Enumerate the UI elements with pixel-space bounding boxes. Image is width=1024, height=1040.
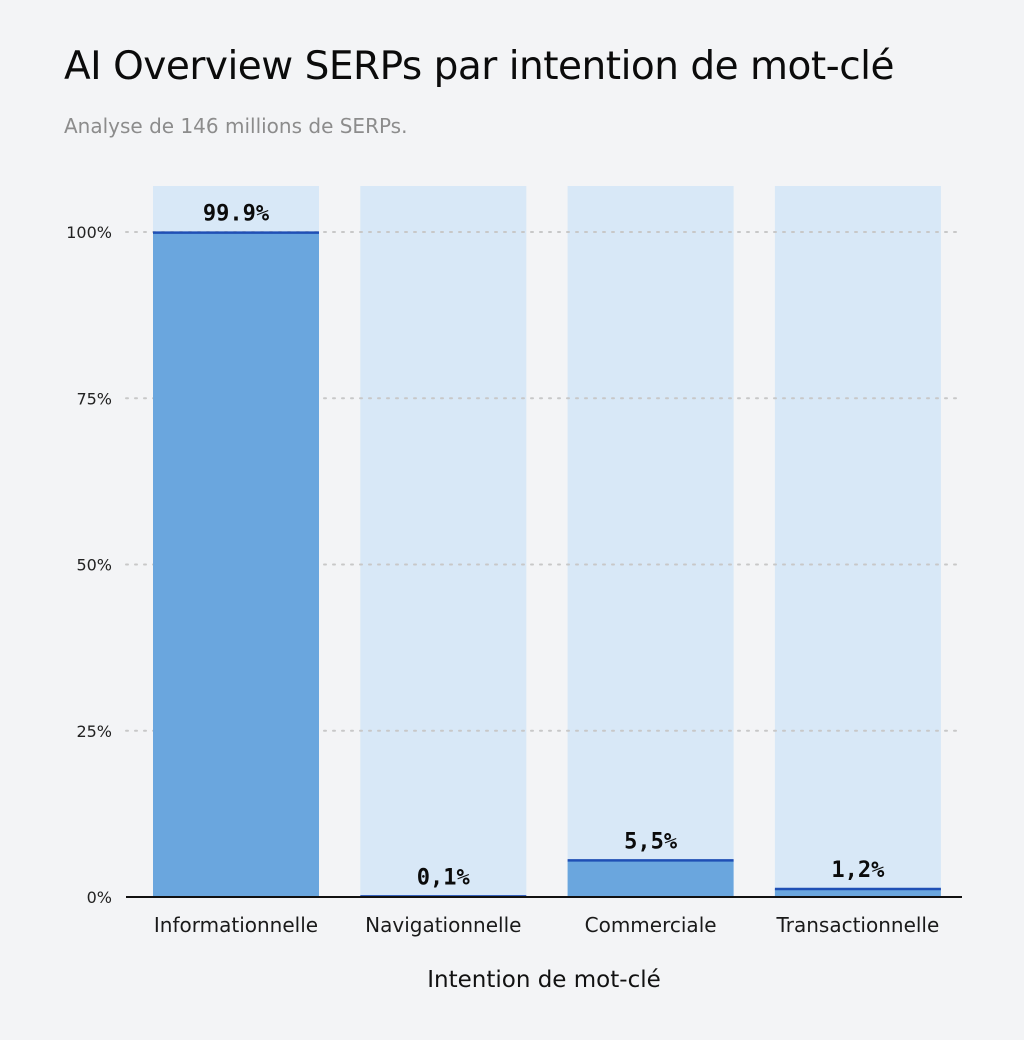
x-tick-label: Navigationnelle xyxy=(365,913,521,937)
bar-background-3 xyxy=(567,186,734,897)
labels-layer: 0% 25% 50% 75% 100% 99.9% Informationnelle 0,1%… xyxy=(66,202,939,993)
data-label: 0,1% xyxy=(417,865,471,890)
bar-1 xyxy=(153,232,319,898)
bar-3 xyxy=(567,860,734,897)
y-tick-label: 25% xyxy=(76,722,112,741)
chart-title: AI Overview SERPs par intention de mot-c… xyxy=(64,44,895,89)
y-tick-label: 100% xyxy=(66,223,112,242)
bar-4 xyxy=(774,889,941,897)
bar-background-2 xyxy=(360,186,527,897)
data-label: 1,2% xyxy=(831,858,885,883)
bar-background-4 xyxy=(774,186,941,897)
data-label: 99.9% xyxy=(203,202,270,227)
data-label: 5,5% xyxy=(624,829,678,854)
y-tick-label: 0% xyxy=(87,888,112,907)
x-tick-label: Transactionnelle xyxy=(775,913,939,937)
x-tick-label: Informationnelle xyxy=(154,913,318,937)
y-tick-label: 50% xyxy=(76,556,112,575)
x-axis-title: Intention de mot-clé xyxy=(427,967,661,993)
y-tick-label: 75% xyxy=(76,389,112,408)
x-tick-label: Commerciale xyxy=(585,913,717,937)
chart-subtitle: Analyse de 146 millions de SERPs. xyxy=(64,114,408,138)
bar-background-layer xyxy=(153,186,941,897)
